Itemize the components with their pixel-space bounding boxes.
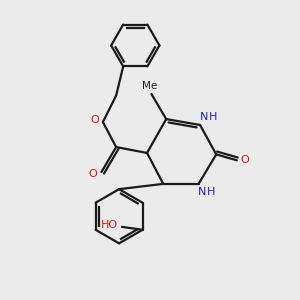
Text: H: H bbox=[209, 112, 217, 122]
Text: N: N bbox=[198, 187, 206, 197]
Text: H: H bbox=[207, 187, 216, 197]
Text: Me: Me bbox=[142, 81, 158, 91]
Text: HO: HO bbox=[101, 220, 118, 230]
Text: N: N bbox=[200, 112, 208, 122]
Text: O: O bbox=[90, 115, 99, 125]
Text: O: O bbox=[241, 155, 250, 165]
Text: O: O bbox=[89, 169, 98, 178]
